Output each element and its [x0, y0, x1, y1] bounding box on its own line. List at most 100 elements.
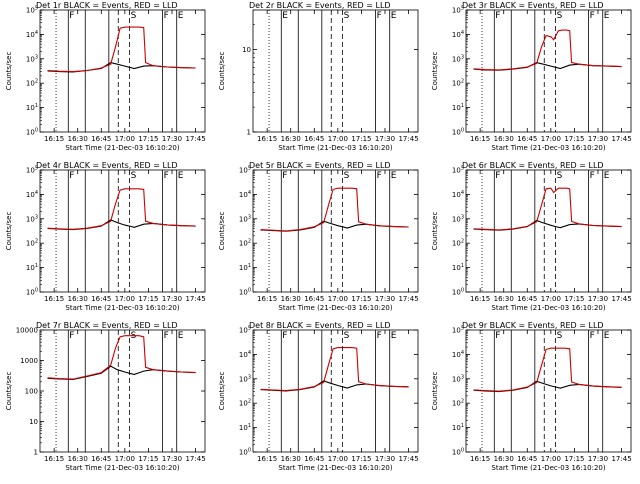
y-tick-label: 10000	[16, 327, 38, 335]
y-tick-label: 101	[26, 263, 38, 272]
phase-marker-label: F	[282, 171, 287, 181]
phase-marker-label: E	[391, 11, 397, 21]
x-axis-label: Start Time (21-Dec-03 16:10:20)	[491, 144, 605, 152]
x-tick-label: 17:00	[115, 455, 135, 463]
lld-series-line	[47, 188, 196, 230]
y-tick-label: 105	[239, 326, 251, 335]
phase-marker-label: F	[590, 331, 595, 341]
plot-frame	[252, 169, 419, 293]
y-tick-label: 100	[26, 288, 38, 297]
y-tick-exponent: 4	[461, 350, 464, 356]
phase-marker-label: E	[604, 171, 610, 181]
y-tick-label: 103	[452, 374, 464, 383]
detector-panel: Det 7r BLACK = Events, RED = LLD F S F E 1 10 1…	[0, 320, 213, 480]
phase-marker-label: S	[557, 171, 563, 181]
y-tick-label: 105	[452, 166, 464, 175]
x-tick-label: 17:15	[138, 135, 158, 143]
x-tick-label: 17:45	[398, 135, 418, 143]
y-axis-label: Counts/sec	[431, 372, 439, 411]
y-tick-label: 100	[452, 448, 464, 457]
y-tick-exponent: 2	[461, 399, 464, 405]
phase-marker-label: F	[590, 171, 595, 181]
plot-frame	[465, 9, 632, 133]
y-tick-exponent: 2	[248, 399, 251, 405]
x-tick-label: 16:15	[44, 135, 64, 143]
y-axis-label: Counts/sec	[218, 212, 226, 251]
detector-panel: Det 6r BLACK = Events, RED = LLD F S F E 100 1…	[426, 160, 639, 320]
y-tick-label: 102	[452, 79, 464, 88]
lld-series-line	[473, 347, 622, 392]
x-tick-label: 17:00	[328, 135, 348, 143]
x-tick-label: 17:00	[115, 295, 135, 303]
chart-title: Det 9r BLACK = Events, RED = LLD	[462, 321, 604, 330]
y-tick-exponent: 4	[461, 190, 464, 196]
y-axis-label: Counts/sec	[218, 52, 226, 91]
x-tick-label: 17:15	[138, 295, 158, 303]
y-tick-label: 105	[26, 6, 38, 15]
x-tick-label: 17:00	[541, 135, 561, 143]
x-tick-label: 16:15	[44, 455, 64, 463]
plot-frame	[252, 329, 419, 453]
x-tick-label: 16:45	[517, 455, 537, 463]
detector-panel: Det 3r BLACK = Events, RED = LLD F S F E 100 1…	[426, 0, 639, 160]
y-tick-exponent: 0	[248, 288, 251, 294]
x-axis-label: Start Time (21-Dec-03 16:10:20)	[278, 304, 392, 312]
chart-title: Det 5r BLACK = Events, RED = LLD	[249, 161, 391, 170]
y-tick-label: 101	[239, 263, 251, 272]
y-tick-exponent: 3	[461, 54, 464, 60]
phase-marker-label: F	[69, 331, 74, 341]
x-tick-label: 17:45	[185, 295, 205, 303]
phase-marker-label: E	[178, 11, 184, 21]
phase-marker-label: S	[344, 11, 350, 21]
y-tick-label: 105	[26, 166, 38, 175]
x-tick-label: 17:30	[375, 455, 395, 463]
y-axis-label: Counts/sec	[431, 52, 439, 91]
x-tick-label: 16:15	[44, 295, 64, 303]
y-tick-label: 1	[34, 449, 38, 457]
phase-marker-label: F	[164, 171, 169, 181]
x-tick-label: 16:30	[68, 455, 88, 463]
x-tick-label: 17:30	[588, 295, 608, 303]
y-tick-exponent: 4	[248, 190, 251, 196]
phase-marker-label: S	[131, 11, 137, 21]
phase-marker-label: F	[590, 11, 595, 21]
y-tick-exponent: 2	[248, 239, 251, 245]
x-tick-label: 16:45	[304, 135, 324, 143]
plot-frame	[39, 169, 206, 293]
y-axis-label: Counts/sec	[431, 212, 439, 251]
phase-marker-label: F	[495, 11, 500, 21]
x-tick-label: 17:15	[564, 455, 584, 463]
y-tick-label: 103	[452, 54, 464, 63]
y-axis-label: Counts/sec	[5, 372, 13, 411]
x-tick-label: 16:15	[470, 135, 490, 143]
x-tick-label: 16:45	[304, 295, 324, 303]
x-tick-label: 17:15	[351, 135, 371, 143]
y-tick-label: 100	[26, 128, 38, 137]
y-tick-exponent: 3	[461, 374, 464, 380]
x-tick-label: 16:45	[517, 135, 537, 143]
x-tick-label: 16:15	[470, 295, 490, 303]
x-tick-label: 16:30	[494, 135, 514, 143]
x-tick-label: 17:00	[328, 295, 348, 303]
y-tick-exponent: 3	[35, 214, 38, 220]
phase-marker-label: F	[377, 171, 382, 181]
y-tick-exponent: 2	[35, 79, 38, 85]
y-tick-exponent: 1	[35, 103, 38, 109]
x-tick-label: 16:15	[257, 295, 277, 303]
y-tick-label: 100	[239, 288, 251, 297]
y-tick-exponent: 5	[461, 326, 464, 332]
phase-marker-label: S	[344, 331, 350, 341]
y-tick-label: 101	[26, 103, 38, 112]
phase-marker-label: S	[557, 331, 563, 341]
y-tick-label: 1000	[20, 357, 38, 365]
y-tick-label: 103	[239, 374, 251, 383]
x-tick-label: 17:45	[398, 295, 418, 303]
y-tick-label: 1	[247, 129, 251, 137]
phase-marker-label: F	[69, 171, 74, 181]
y-tick-exponent: 3	[248, 374, 251, 380]
y-tick-label: 104	[452, 350, 464, 359]
y-tick-label: 100	[25, 388, 38, 396]
